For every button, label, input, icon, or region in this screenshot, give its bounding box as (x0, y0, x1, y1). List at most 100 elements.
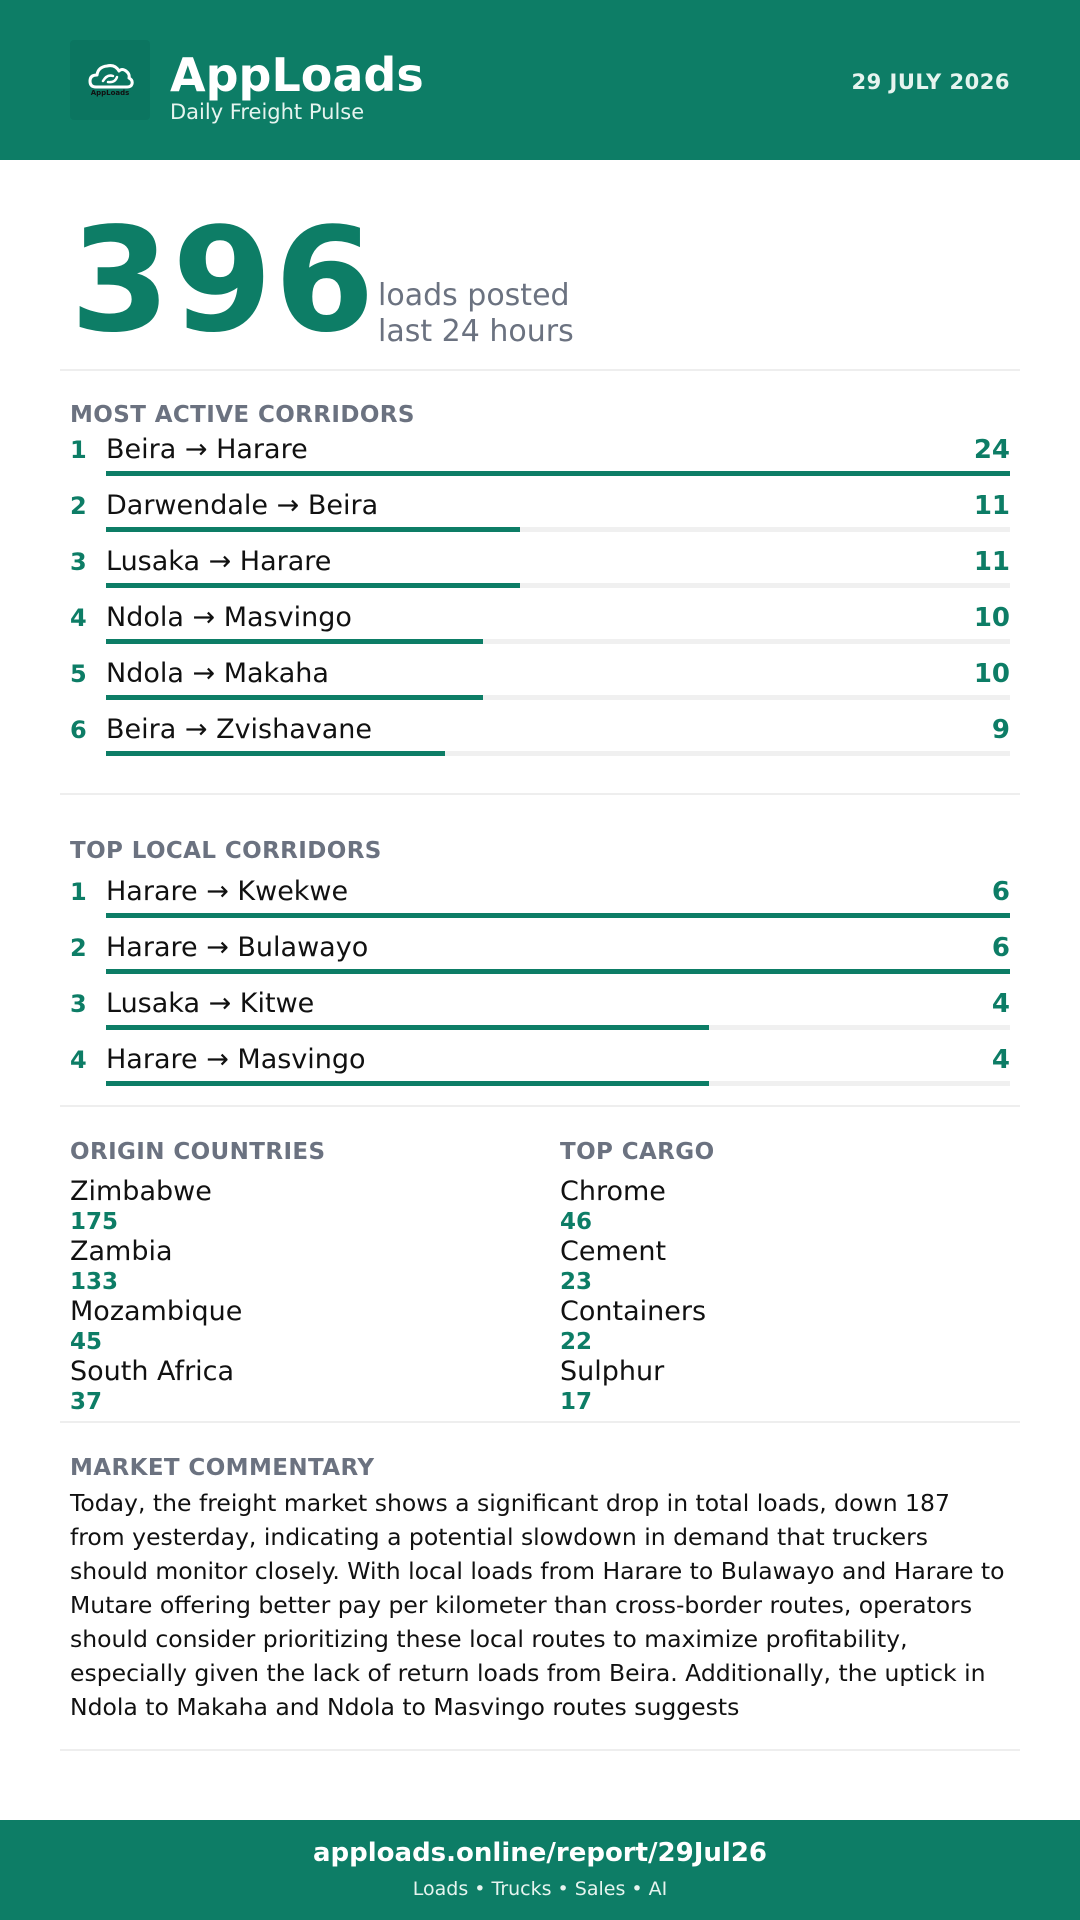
origin-countries-list: Zimbabwe 175 Zambia 133 Mozambique 45 So… (70, 1176, 242, 1416)
list-item: Containers 22 (560, 1296, 706, 1356)
corridor-bar-fill (106, 639, 483, 644)
corridor-route: Darwendale → Beira (106, 490, 379, 521)
corridor-bar-fill (106, 913, 1010, 918)
most-active-title: MOST ACTIVE CORRIDORS (70, 402, 415, 428)
list-item: South Africa 37 (70, 1356, 242, 1416)
corridor-route: Harare → Masvingo (106, 1044, 366, 1075)
corridor-rank: 4 (70, 1046, 87, 1074)
corridor-bar-track (106, 751, 1010, 756)
corridor-rank: 1 (70, 436, 87, 464)
country-name: Zambia (70, 1236, 173, 1267)
corridor-rank: 4 (70, 604, 87, 632)
corridor-bar-fill (106, 527, 521, 532)
tagline: Daily Freight Pulse (170, 100, 365, 124)
corridor-route: Beira → Zvishavane (106, 714, 373, 745)
top-local-title: TOP LOCAL CORRIDORS (70, 838, 382, 864)
corridor-rank: 6 (70, 716, 87, 744)
corridor-bar-track (106, 695, 1010, 700)
corridor-bar-fill (106, 471, 1010, 476)
corridor-bar-fill (106, 1081, 709, 1086)
hero-label-line1: loads posted (378, 278, 570, 313)
header-bar: AppLoads AppLoads Daily Freight Pulse 29… (0, 0, 1080, 160)
corridor-rank: 2 (70, 934, 87, 962)
divider (60, 1749, 1020, 1751)
report-date: 29 JULY 2026 (851, 70, 1010, 94)
list-item: Sulphur 17 (560, 1356, 706, 1416)
country-value: 133 (70, 1269, 119, 1295)
footer-tagline: Loads • Trucks • Sales • AI (412, 1878, 668, 1900)
report-link[interactable]: apploads.online/report/29Jul26 (312, 1838, 768, 1868)
corridor-route: Beira → Harare (106, 434, 308, 465)
country-value: 45 (70, 1329, 103, 1355)
corridor-rank: 2 (70, 492, 87, 520)
divider (60, 793, 1020, 795)
divider (60, 369, 1020, 371)
list-item: Mozambique 45 (70, 1296, 242, 1356)
country-name: Zimbabwe (70, 1176, 212, 1207)
list-item: Cement 23 (560, 1236, 706, 1296)
corridor-count: 6 (991, 933, 1010, 963)
country-value: 175 (70, 1209, 119, 1235)
corridor-rank: 3 (70, 548, 87, 576)
corridor-bar-track (106, 969, 1010, 974)
country-name: South Africa (70, 1356, 235, 1387)
commentary-text: Today, the freight market shows a signif… (70, 1489, 1005, 1721)
cargo-name: Sulphur (560, 1356, 665, 1387)
corridor-bar-track (106, 583, 1010, 588)
logo-text: AppLoads (90, 89, 130, 97)
corridor-bar-track (106, 1025, 1010, 1030)
corridor-route: Harare → Kwekwe (106, 876, 349, 907)
divider (60, 1421, 1020, 1423)
list-item: Chrome 46 (560, 1176, 706, 1236)
cargo-value: 17 (560, 1389, 593, 1415)
corridor-row: 1 Harare → Kwekwe 6 (70, 876, 1010, 932)
cloud-icon (88, 64, 134, 89)
corridor-row: 4 Ndola → Masvingo 10 (70, 602, 1010, 658)
corridor-count: 10 (973, 603, 1010, 633)
corridor-rank: 1 (70, 878, 87, 906)
corridor-count: 24 (973, 435, 1010, 465)
corridor-count: 11 (973, 547, 1010, 577)
cargo-name: Chrome (560, 1176, 666, 1207)
divider (60, 1105, 1020, 1107)
corridor-route: Lusaka → Kitwe (106, 988, 315, 1019)
corridor-count: 10 (973, 659, 1010, 689)
corridor-bar-fill (106, 583, 521, 588)
corridor-row: 6 Beira → Zvishavane 9 (70, 714, 1010, 770)
cargo-name: Cement (560, 1236, 667, 1267)
hero-label-line2: last 24 hours (378, 314, 574, 349)
top-cargo-title: TOP CARGO (560, 1139, 715, 1165)
footer-bar: apploads.online/report/29Jul26 Loads • T… (0, 1820, 1080, 1920)
corridor-row: 3 Lusaka → Kitwe 4 (70, 988, 1010, 1044)
cargo-value: 46 (560, 1209, 593, 1235)
commentary-title: MARKET COMMENTARY (70, 1455, 375, 1481)
corridor-row: 2 Harare → Bulawayo 6 (70, 932, 1010, 988)
corridor-route: Ndola → Makaha (106, 658, 329, 689)
corridor-bar-track (106, 913, 1010, 918)
corridor-row: 2 Darwendale → Beira 11 (70, 490, 1010, 546)
corridor-count: 6 (991, 877, 1010, 907)
top-cargo-list: Chrome 46 Cement 23 Containers 22 Sulphu… (560, 1176, 706, 1416)
corridor-count: 4 (991, 1045, 1010, 1075)
corridor-bar-track (106, 639, 1010, 644)
cargo-name: Containers (560, 1296, 707, 1327)
corridor-bar-fill (106, 969, 1010, 974)
total-loads-label: loads posted last 24 hours (378, 278, 574, 350)
cargo-value: 23 (560, 1269, 593, 1295)
corridor-bar-fill (106, 751, 445, 756)
list-item: Zimbabwe 175 (70, 1176, 242, 1236)
corridor-bar-track (106, 471, 1010, 476)
corridor-bar-track (106, 527, 1010, 532)
corridor-row: 5 Ndola → Makaha 10 (70, 658, 1010, 714)
corridor-count: 9 (991, 715, 1010, 745)
corridor-route: Ndola → Masvingo (106, 602, 352, 633)
corridor-rank: 3 (70, 990, 87, 1018)
corridor-count: 11 (973, 491, 1010, 521)
corridor-row: 3 Lusaka → Harare 11 (70, 546, 1010, 602)
country-value: 37 (70, 1389, 103, 1415)
corridor-route: Harare → Bulawayo (106, 932, 369, 963)
logo: AppLoads (70, 40, 150, 120)
corridor-bar-track (106, 1081, 1010, 1086)
corridor-route: Lusaka → Harare (106, 546, 332, 577)
origin-countries-title: ORIGIN COUNTRIES (70, 1139, 326, 1165)
